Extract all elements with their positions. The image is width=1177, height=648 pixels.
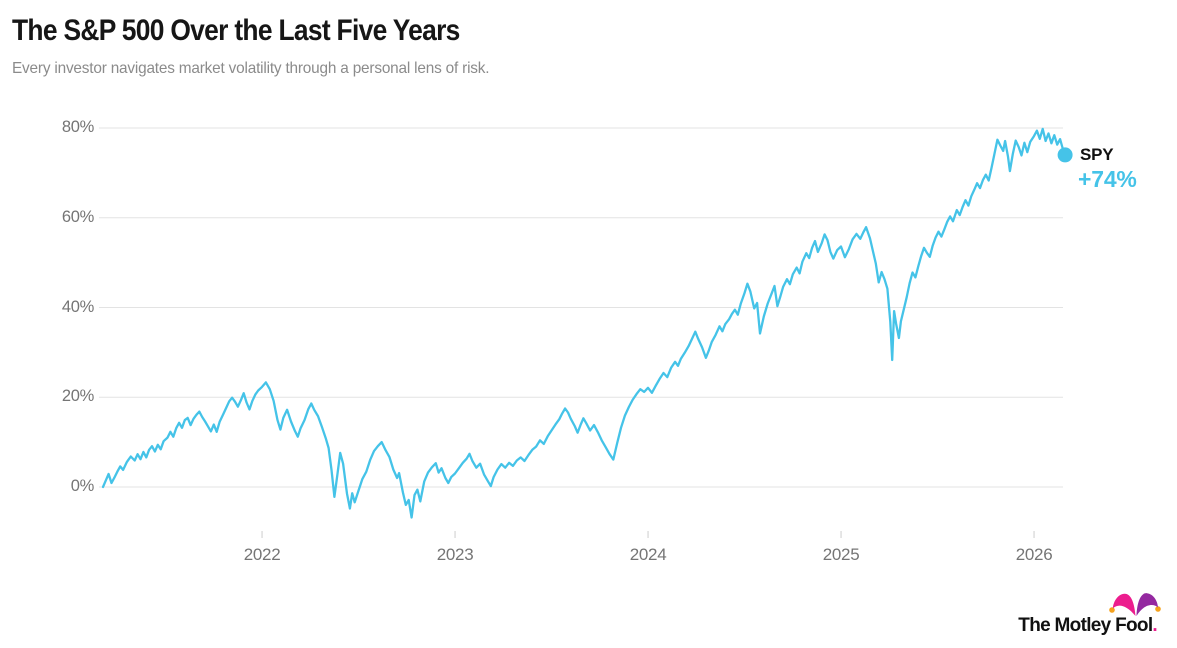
series-endpoint-dot: [1057, 147, 1073, 163]
series-end-value: +74%: [1078, 166, 1137, 192]
y-tick-label: 80%: [61, 118, 94, 136]
x-tick-label: 2022: [243, 545, 281, 564]
logo-period: .: [1152, 615, 1157, 636]
series-end-label: SPY: [1080, 145, 1114, 164]
page-subtitle: Every investor navigates market volatili…: [12, 60, 490, 77]
x-tick-label: 2023: [436, 545, 474, 564]
page-title: The S&P 500 Over the Last Five Years: [12, 14, 460, 47]
x-axis-tick-marks: [261, 531, 1035, 538]
x-tick-label: 2025: [822, 545, 860, 564]
spy-series-line: [101, 127, 1073, 519]
x-tick-label: 2026: [1015, 545, 1053, 564]
y-tick-label: 20%: [61, 387, 94, 406]
motley-fool-logo: The Motley Fool.: [1018, 593, 1161, 637]
y-tick-label: 40%: [61, 297, 94, 316]
series-path-SPY: [101, 127, 1067, 519]
y-tick-label: 0%: [70, 477, 95, 495]
y-tick-label: 60%: [61, 207, 94, 226]
x-tick-label: 2024: [629, 545, 667, 564]
jester-hat-icon: [1109, 593, 1161, 616]
gridlines: [99, 127, 1063, 488]
logo-text: The Motley Fool: [1018, 615, 1153, 636]
